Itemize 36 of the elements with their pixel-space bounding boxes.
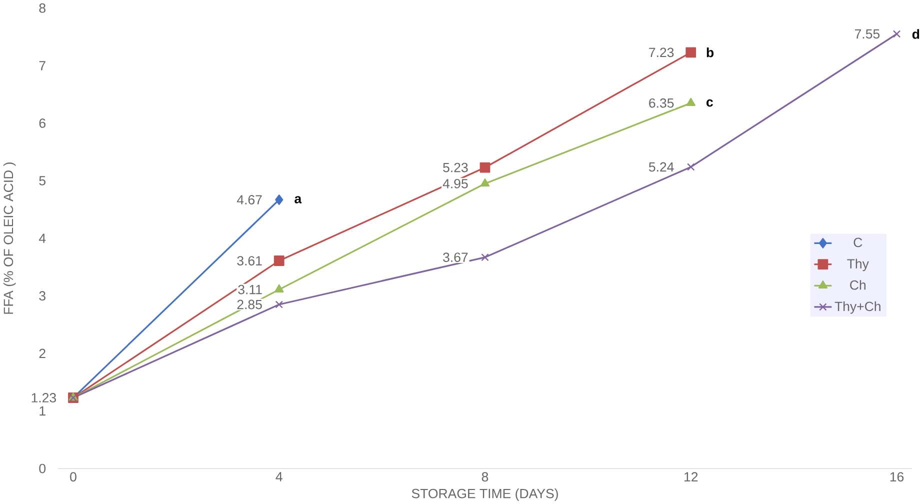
y-tick-label: 8 — [39, 3, 46, 13]
data-label: 6.35 — [649, 98, 674, 108]
x-tick-label: 16 — [890, 472, 904, 482]
x-tick-label: 0 — [70, 472, 76, 482]
y-tick-label: 4 — [38, 234, 46, 243]
annotation: a — [294, 196, 302, 204]
y-tick-label: 0 — [39, 464, 46, 474]
data-label: 4.95 — [442, 178, 468, 188]
data-label: 1.23 — [32, 392, 56, 402]
data-label: 7.23 — [649, 48, 674, 57]
x-tick-label: 8 — [482, 472, 488, 482]
y-axis-title: FFA (% OF OLEIC ACID ) — [3, 162, 16, 314]
data-label: 5.24 — [648, 162, 674, 172]
data-label: 3.67 — [443, 252, 468, 262]
legend-label: Ch — [850, 280, 866, 290]
data-label: 5.23 — [443, 162, 468, 172]
y-tick-label: 7 — [39, 60, 46, 70]
y-tick-label: 2 — [39, 348, 46, 358]
x-axis-title: STORAGE TIME (DAYS) — [412, 488, 558, 501]
legend-label: Thy+Ch — [834, 301, 880, 314]
x-tick-label: 12 — [684, 472, 698, 482]
x-tick-label: 4 — [276, 472, 282, 482]
y-tick-label: 3 — [39, 291, 46, 300]
data-label: 7.55 — [854, 29, 880, 38]
data-label: 4.67 — [236, 194, 262, 204]
data-label: 2.85 — [237, 300, 262, 310]
legend-label: Thy — [847, 258, 869, 271]
annotation: d — [912, 28, 920, 39]
data-label: 3.11 — [238, 284, 262, 294]
annotation: b — [706, 47, 714, 58]
annotation: c — [706, 99, 713, 107]
y-tick-label: 6 — [39, 118, 46, 128]
y-tick-label: 5 — [39, 176, 46, 186]
legend-label: C — [854, 238, 862, 248]
data-label: 3.61 — [237, 256, 262, 266]
y-tick-label: 1 — [40, 406, 46, 416]
